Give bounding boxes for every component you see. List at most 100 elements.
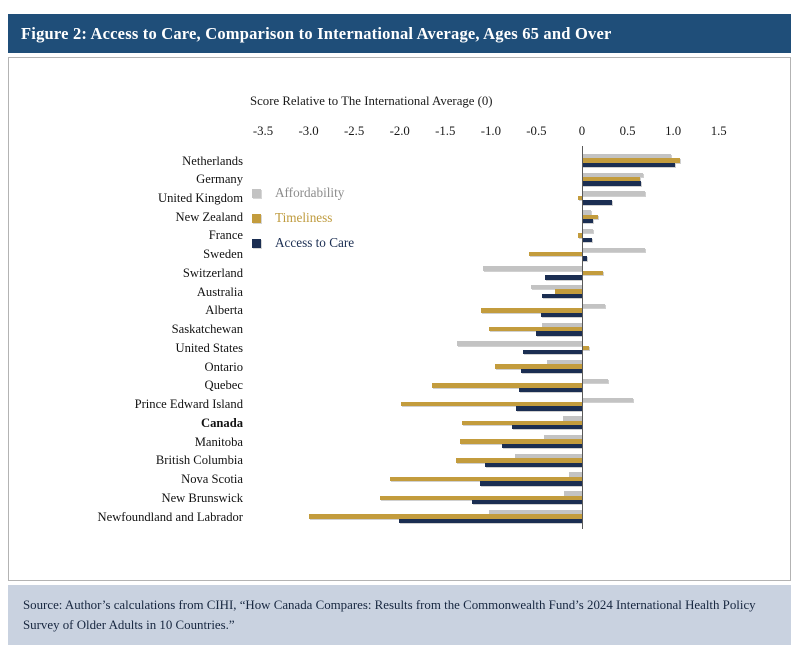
bar-timeliness [582, 177, 641, 182]
bar-access-to-care [582, 181, 642, 186]
bar-affordability [514, 453, 582, 459]
bar-affordability [582, 228, 593, 234]
category-label: Alberta [205, 303, 243, 318]
bar-timeliness [459, 439, 582, 444]
category-label: Australia [196, 284, 243, 299]
bar-access-to-care [544, 275, 582, 280]
bar-affordability [582, 397, 634, 402]
bar-affordability [457, 341, 582, 346]
bar-affordability [569, 472, 582, 477]
bar-timeliness [582, 270, 603, 276]
category-label: Manitoba [194, 434, 243, 449]
x-tick-label: -1.0 [480, 124, 501, 138]
bar-access-to-care [536, 331, 582, 336]
x-tick-label: 1.0 [665, 124, 682, 138]
bar-access-to-care [541, 293, 582, 299]
category-label: Netherlands [182, 153, 243, 168]
bar-access-to-care [582, 237, 593, 243]
bar-affordability [582, 191, 645, 196]
legend-item-access-to-care: Access to Care [252, 235, 354, 251]
legend-item-affordability: Affordability [252, 185, 344, 201]
x-tick-label: -0.5 [526, 124, 547, 138]
x-tick-label: -3.0 [298, 124, 319, 138]
bar-affordability [530, 285, 582, 290]
bar-affordability [547, 360, 582, 365]
bar-timeliness [456, 458, 582, 463]
bar-access-to-care [471, 500, 582, 505]
bar-timeliness [582, 158, 680, 163]
bar-affordability [543, 435, 582, 440]
category-label: United States [175, 340, 243, 355]
bar-access-to-care [479, 481, 582, 486]
source-text: Source: Author’s calculations from CIHI,… [23, 598, 756, 632]
bar-timeliness [379, 495, 582, 500]
bar-access-to-care [519, 387, 582, 392]
bar-timeliness [461, 420, 582, 426]
bar-affordability [582, 378, 608, 384]
category-label: United Kingdom [157, 190, 243, 205]
legend-swatch-icon [252, 213, 261, 223]
category-label: Prince Edward Island [134, 397, 243, 412]
category-label: Newfoundland and Labrador [97, 509, 243, 524]
figure-title-bar: Figure 2: Access to Care, Comparison to … [8, 14, 791, 53]
category-label: Canada [201, 415, 243, 430]
bar-access-to-care [520, 368, 582, 374]
category-label: France [208, 228, 243, 243]
category-label: British Columbia [155, 453, 243, 468]
bar-access-to-care [485, 462, 582, 467]
bar-affordability [582, 303, 605, 309]
bar-affordability [582, 153, 672, 159]
bar-access-to-care [522, 350, 582, 355]
bar-affordability [482, 266, 582, 271]
bar-access-to-care [582, 218, 593, 224]
x-tick-label: 0.5 [619, 124, 636, 138]
bar-affordability [563, 491, 582, 496]
bar-timeliness [582, 345, 590, 351]
bar-timeliness [389, 476, 582, 482]
bar-affordability [582, 247, 645, 252]
category-label: New Zealand [175, 209, 243, 224]
zero-axis-line [581, 146, 583, 529]
bar-timeliness [400, 401, 582, 407]
bar-access-to-care [501, 443, 582, 449]
bar-timeliness [489, 326, 582, 332]
bar-timeliness [480, 308, 582, 313]
x-axis-title: Score Relative to The International Aver… [250, 94, 493, 108]
x-tick-label: -2.5 [344, 124, 365, 138]
bar-affordability [562, 416, 582, 421]
source-bar: Source: Author’s calculations from CIHI,… [8, 585, 791, 645]
legend-label: Access to Care [275, 235, 355, 250]
legend-label: Timeliness [275, 210, 333, 225]
bar-timeliness [554, 289, 582, 294]
bar-affordability [582, 210, 592, 215]
bar-timeliness [582, 214, 599, 219]
bar-access-to-care [582, 200, 613, 205]
bar-affordability [489, 509, 582, 515]
bar-access-to-care [582, 162, 675, 168]
category-label: Saskatchewan [171, 322, 243, 337]
bar-timeliness [578, 195, 582, 201]
x-tick-label: -1.5 [435, 124, 456, 138]
legend-label: Affordability [275, 185, 345, 200]
category-label: Nova Scotia [181, 472, 243, 487]
category-label: Switzerland [182, 265, 243, 280]
category-label: Quebec [204, 378, 243, 393]
category-label: Ontario [204, 359, 243, 374]
figure-title: Figure 2: Access to Care, Comparison to … [21, 23, 612, 43]
category-label: Sweden [203, 247, 243, 262]
x-tick-label: 1.5 [710, 124, 727, 138]
legend-swatch-icon [252, 188, 261, 198]
bar-timeliness [494, 364, 582, 369]
bar-timeliness [529, 252, 582, 257]
bar-timeliness [578, 233, 582, 238]
bar-access-to-care [582, 256, 587, 261]
x-tick-label: 0 [578, 124, 586, 138]
bar-timeliness [308, 514, 582, 519]
chart-panel [8, 57, 791, 581]
category-label: New Brunswick [161, 490, 244, 505]
legend-item-timeliness: Timeliness [252, 210, 332, 226]
category-label: Germany [196, 172, 243, 187]
bar-access-to-care [516, 406, 582, 411]
x-tick-label: -3.5 [252, 124, 274, 138]
